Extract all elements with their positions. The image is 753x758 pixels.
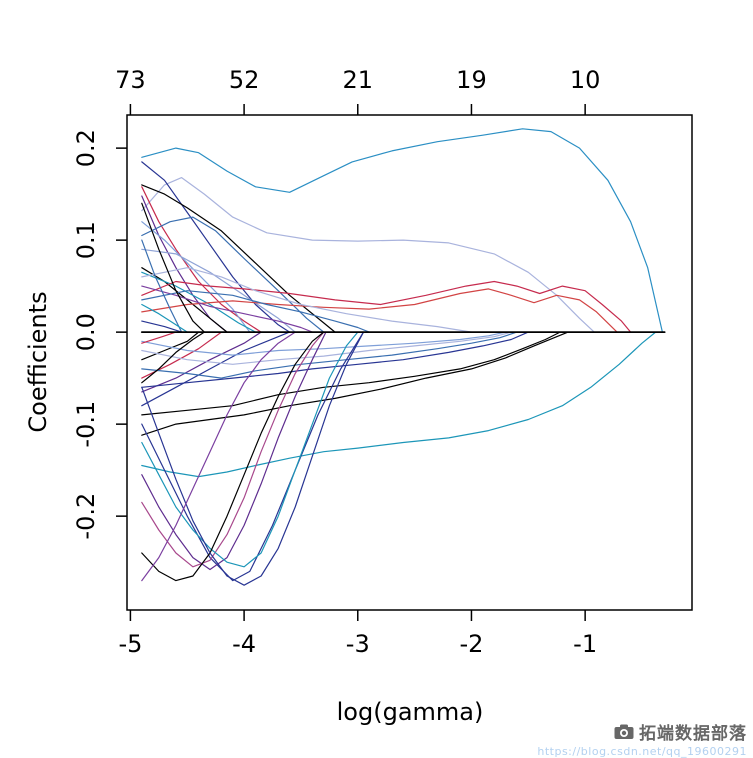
plot-box [126, 114, 693, 611]
svg-text:-0.1: -0.1 [72, 401, 100, 448]
svg-text:-4: -4 [232, 630, 256, 658]
y-axis-ticks: -0.2 -0.1 0.0 0.1 0.2 [72, 129, 127, 540]
series-lines [140, 128, 666, 586]
svg-text:21: 21 [343, 66, 374, 94]
watermark-url: https://blog.csdn.net/qq_19600291 [537, 745, 747, 758]
svg-text:-3: -3 [346, 630, 370, 658]
svg-text:73: 73 [115, 66, 146, 94]
svg-text:-5: -5 [118, 630, 142, 658]
top-axis-ticks: 73 52 21 19 10 [115, 66, 600, 115]
svg-text:52: 52 [229, 66, 260, 94]
watermark-brand-text: 拓端数据部落 [639, 724, 747, 744]
x-axis-title: log(gamma) [336, 698, 484, 726]
camera-icon [614, 724, 634, 740]
x-axis-ticks: -5 -4 -3 -2 -1 [118, 610, 597, 658]
svg-text:19: 19 [456, 66, 487, 94]
svg-text:-1: -1 [573, 630, 597, 658]
svg-text:-2: -2 [459, 630, 483, 658]
svg-text:10: 10 [570, 66, 601, 94]
svg-text:0.2: 0.2 [72, 129, 100, 167]
svg-text:-0.2: -0.2 [72, 493, 100, 540]
svg-text:0.1: 0.1 [72, 221, 100, 259]
watermark-brand: 拓端数据部落 [537, 719, 747, 744]
svg-text:0.0: 0.0 [72, 313, 100, 351]
y-axis-title: Coefficients [24, 291, 52, 433]
watermark: 拓端数据部落 https://blog.csdn.net/qq_19600291 [537, 719, 747, 758]
